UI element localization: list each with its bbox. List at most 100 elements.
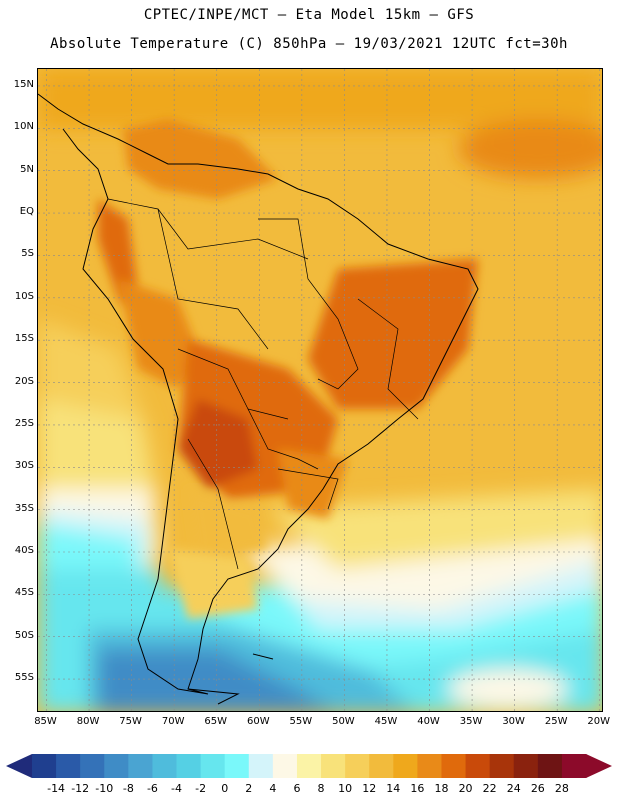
colorbar-tick-label: -12 <box>71 782 90 795</box>
colorbar-cell <box>176 754 202 778</box>
lat-label: EQ <box>19 206 34 218</box>
colorbar-cell <box>296 754 322 778</box>
colorbar-cell <box>104 754 129 778</box>
temperature-map <box>37 68 603 712</box>
colorbar-tick-label: 24 <box>506 782 521 795</box>
colorbar-tick-label: 22 <box>482 782 497 795</box>
colorbar-cell <box>56 754 81 778</box>
lat-label: 40S <box>14 545 34 556</box>
field-atlantic-12 <box>268 489 602 569</box>
colorbar-tick-label: -2 <box>195 782 207 795</box>
lon-label: 80W <box>76 716 100 727</box>
field-atlantic-warm-patch <box>458 119 602 179</box>
lat-lon-grid <box>38 69 602 711</box>
colorbar-cell <box>465 754 491 778</box>
border-chile-argentina <box>187 438 239 570</box>
colorbar-cell <box>200 754 226 778</box>
colorbar-cell <box>513 754 539 778</box>
lat-label: 10N <box>13 121 34 133</box>
lon-label: 65W <box>204 716 228 727</box>
chart-title-line2: Absolute Temperature (C) 850hPa — 19/03/… <box>50 36 568 52</box>
colorbar-tick-label: 10 <box>338 782 353 795</box>
lon-label: 70W <box>161 716 185 727</box>
colorbar-cell <box>417 754 442 778</box>
lat-label: 55S <box>14 672 34 684</box>
field-amazon-west-20 <box>118 279 198 389</box>
colorbar-cell <box>489 754 515 778</box>
lat-label: 50S <box>14 629 34 641</box>
lat-label: 5S <box>21 248 34 260</box>
border-bolivia <box>177 348 289 420</box>
field-patagonia-14 <box>168 549 258 619</box>
field-southern-minus8 <box>98 649 335 711</box>
colorbar-tick-label: 4 <box>269 782 277 795</box>
colorbar-cell <box>561 754 587 778</box>
colorbar-tick-label: 26 <box>530 782 545 795</box>
colorbar-tick-label: -6 <box>146 782 158 795</box>
colorbar-tick-label: -10 <box>95 782 114 795</box>
lat-label: 15S <box>14 333 34 345</box>
colorbar-low-arrow <box>6 754 32 778</box>
lon-label: 60W <box>246 716 270 727</box>
temperature-map-canvas <box>38 69 602 711</box>
lat-label: 15N <box>13 78 34 90</box>
colorbar-tick-label: 14 <box>386 782 401 795</box>
field-andes-north-22 <box>98 199 168 339</box>
colorbar-cell <box>128 754 153 778</box>
colorbar-cell <box>393 754 418 778</box>
lon-label: 45W <box>374 716 398 727</box>
field-venezuela-20 <box>123 119 278 199</box>
coastlines <box>38 93 479 705</box>
lat-label: 20S <box>14 375 34 387</box>
lon-label: 75W <box>119 716 142 727</box>
colorbar-tick-label: 16 <box>410 782 425 795</box>
chart-title-line1: CPTEC/INPE/MCT — Eta Model 15km — GFS <box>143 7 475 23</box>
border-uruguay <box>277 468 339 510</box>
lon-label: 85W <box>34 716 57 727</box>
lon-label: 35W <box>459 716 483 727</box>
lat-label: 25S <box>14 417 34 429</box>
lat-label: 5N <box>20 163 34 175</box>
colorbar-cell <box>272 754 298 778</box>
lon-label: 25W <box>544 716 568 727</box>
colorbar-cell <box>321 754 346 778</box>
field-chaco-24 <box>178 399 258 489</box>
colorbar-tick-label: 0 <box>221 782 229 795</box>
colorbar <box>6 754 612 778</box>
colorbar-tick-label: -14 <box>47 782 66 795</box>
border-colombia-venezuela <box>107 198 309 260</box>
colorbar-cell <box>80 754 105 778</box>
field-southern-warm-tongue <box>448 669 568 709</box>
colorbar-cell <box>537 754 563 778</box>
lon-label: 50W <box>332 716 355 727</box>
lon-label: 20W <box>587 716 611 727</box>
colorbar-cell <box>224 754 250 778</box>
falkland-islands <box>252 653 274 660</box>
colorbar-tick-label: 18 <box>434 782 449 795</box>
field-brazil-east-22 <box>308 259 478 409</box>
south-america-coastline <box>38 93 479 695</box>
colorbar-cell <box>441 754 467 778</box>
colorbar-tick-label: -8 <box>122 782 134 795</box>
colorbar-tick-label: 28 <box>554 782 569 795</box>
lon-label: 40W <box>417 716 440 727</box>
border-brazil-states <box>258 218 359 390</box>
lon-label: 30W <box>502 716 525 727</box>
colorbar-cell <box>369 754 394 778</box>
field-tropical-north <box>38 69 602 129</box>
colorbar-cells <box>32 754 587 778</box>
colorbar-tick-label: 8 <box>317 782 325 795</box>
field-patagonia-north-18 <box>188 489 268 559</box>
colorbar-high-arrow <box>586 754 612 778</box>
colorbar-tick-label: 20 <box>458 782 473 795</box>
border-brazil-states-east <box>357 298 419 420</box>
colorbar-cell <box>248 754 274 778</box>
field-pacific-12 <box>38 399 153 509</box>
colorbar-tick-label: -4 <box>171 782 182 795</box>
lat-label: 10S <box>14 290 34 302</box>
colorbar-cell <box>152 754 178 778</box>
tierra-del-fuego <box>187 688 240 705</box>
lat-label: 45S <box>14 587 34 599</box>
colorbar-cell <box>345 754 370 778</box>
lat-label: 35S <box>14 502 34 514</box>
